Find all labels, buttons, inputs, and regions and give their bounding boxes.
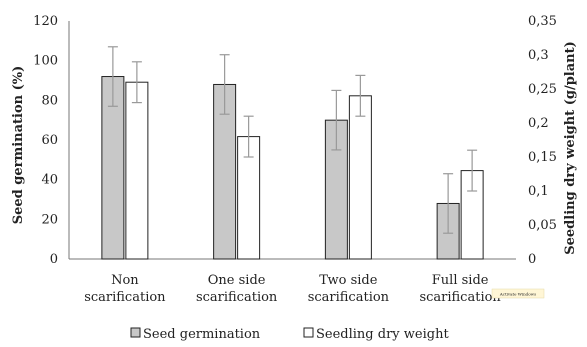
- legend-label-seedling-dry-weight: Seedling dry weight: [316, 327, 449, 342]
- category-label: Two side scarification: [308, 273, 390, 305]
- category-labels: Non scarification One side scarification Two…: [84, 273, 501, 305]
- y2-tick-label: 0,35: [528, 14, 557, 29]
- category-label: Full side scarification: [419, 273, 501, 305]
- y-tick-label: 120: [33, 14, 58, 29]
- y2-tick-label: 0,1: [528, 184, 549, 199]
- legend: Seed germination Seedling dry weight: [130, 327, 449, 342]
- category-label: One side scarification: [196, 273, 278, 305]
- left-axis-ticks: 0 20 40 60 80 100 120: [33, 14, 58, 267]
- right-axis-ticks: 0 0,05 0,1 0,15 0,2 0,25 0,3 0,35: [528, 14, 557, 267]
- bar-seedling-dry-weight: [125, 81, 149, 260]
- y2-tick-label: 0,2: [528, 116, 549, 131]
- y-tick-label: 80: [41, 93, 58, 108]
- y-tick-label: 20: [41, 212, 58, 227]
- legend-label-seed-germination: Seed germination: [143, 327, 261, 342]
- watermark-box: [491, 288, 545, 299]
- y-tick-label: 40: [41, 173, 58, 188]
- watermark-text: Activate Windows: [499, 292, 536, 297]
- legend-swatch-seedling-dry-weight: [303, 327, 314, 338]
- y-tick-label: 0: [50, 252, 58, 267]
- bar-seedling-dry-weight: [348, 95, 372, 260]
- y2-tick-label: 0,25: [528, 82, 557, 97]
- legend-swatch-seed-germination: [130, 327, 141, 338]
- y-axis-title: Seed germination (%): [11, 66, 26, 225]
- y2-tick-label: 0: [528, 252, 536, 267]
- bars: [101, 76, 484, 260]
- category-label: Non scarification: [84, 273, 166, 305]
- watermark: Activate Windows: [491, 288, 545, 299]
- y2-tick-label: 0,3: [528, 48, 549, 63]
- y2-tick-label: 0,15: [528, 150, 557, 165]
- y2-tick-label: 0,05: [528, 218, 557, 233]
- error-bars: [107, 46, 478, 234]
- y-tick-label: 100: [33, 54, 58, 69]
- y-tick-label: 60: [41, 133, 58, 148]
- y2-axis-title: Seedling dry weight (g/plant): [563, 41, 578, 255]
